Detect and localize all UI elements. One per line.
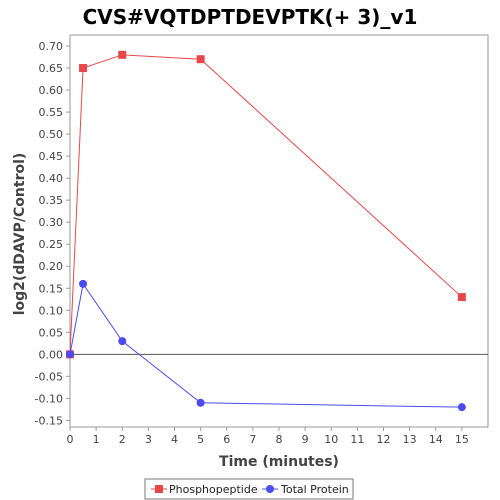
data-point-total-protein xyxy=(196,398,205,407)
y-tick-label: -0.05 xyxy=(35,370,63,383)
x-tick-label: 2 xyxy=(119,433,126,446)
legend-marker-total-protein xyxy=(266,485,274,493)
x-tick-label: 10 xyxy=(324,433,338,446)
y-tick-label: 0.45 xyxy=(39,150,64,163)
data-point-phosphopeptide xyxy=(79,64,88,73)
data-point-total-protein xyxy=(79,279,88,288)
y-tick-label: 0.10 xyxy=(39,304,64,317)
y-tick-label: 0.05 xyxy=(39,326,64,339)
y-tick-label: -0.15 xyxy=(35,414,63,427)
legend-label-total-protein: Total Protein xyxy=(280,483,349,496)
y-tick-label: 0.35 xyxy=(39,194,64,207)
x-tick-label: 12 xyxy=(377,433,391,446)
y-tick-label: 0.00 xyxy=(39,348,64,361)
x-tick-label: 15 xyxy=(455,433,469,446)
x-tick-label: 8 xyxy=(276,433,283,446)
legend: Phosphopeptide Total Protein xyxy=(144,478,354,500)
data-point-total-protein xyxy=(457,403,466,412)
data-point-total-protein xyxy=(118,337,127,346)
legend-box xyxy=(144,478,354,500)
x-tick-label: 0 xyxy=(67,433,74,446)
x-tick-label: 3 xyxy=(145,433,152,446)
series-phosphopeptide xyxy=(66,50,466,359)
y-tick-label: 0.15 xyxy=(39,282,64,295)
y-tick-label: 0.25 xyxy=(39,238,64,251)
y-tick-label: 0.30 xyxy=(39,216,64,229)
y-tick-label: 0.40 xyxy=(39,172,64,185)
y-tick-label: -0.10 xyxy=(35,392,63,405)
y-tick-label: 0.65 xyxy=(39,62,64,75)
y-tick-label: 0.20 xyxy=(39,260,64,273)
data-point-phosphopeptide xyxy=(196,55,205,64)
series-line-phosphopeptide xyxy=(69,54,463,355)
y-axis-label: log2(dDAVP/Control) xyxy=(12,153,28,316)
y-tick-label: 0.60 xyxy=(39,84,64,97)
y-tick-label: 0.55 xyxy=(39,106,64,119)
x-tick-label: 9 xyxy=(302,433,309,446)
x-tick-label: 5 xyxy=(197,433,204,446)
y-tick-label: 0.70 xyxy=(39,40,64,53)
x-tick-label: 13 xyxy=(403,433,417,446)
y-tick-label: 0.50 xyxy=(39,128,64,141)
data-point-phosphopeptide xyxy=(457,293,466,302)
x-tick-label: 14 xyxy=(429,433,443,446)
x-axis: 0 1 2 3 4 5 6 7 8 9 10 11 12 13 14 15 xyxy=(67,427,469,446)
x-tick-label: 4 xyxy=(171,433,178,446)
legend-marker-phosphopeptide xyxy=(155,485,163,493)
x-tick-label: 11 xyxy=(350,433,364,446)
series-layer xyxy=(66,50,466,412)
y-axis: -0.15 -0.10 -0.05 0.00 0.05 0.10 0.15 0.20 0.25 0… xyxy=(35,40,70,427)
x-axis-label: Time (minutes) xyxy=(219,454,339,470)
series-total-protein xyxy=(66,279,466,412)
legend-label-phosphopeptide: Phosphopeptide xyxy=(169,483,258,496)
data-point-phosphopeptide xyxy=(118,50,127,59)
data-point-total-protein xyxy=(66,350,74,359)
x-tick-label: 7 xyxy=(249,433,256,446)
chart-title: CVS#VQTDPTDEVPTK(+ 3)_v1 xyxy=(83,5,418,29)
x-tick-label: 6 xyxy=(223,433,230,446)
plot-frame xyxy=(69,34,489,428)
x-tick-label: 1 xyxy=(93,433,100,446)
series-line-total-protein xyxy=(69,282,462,408)
